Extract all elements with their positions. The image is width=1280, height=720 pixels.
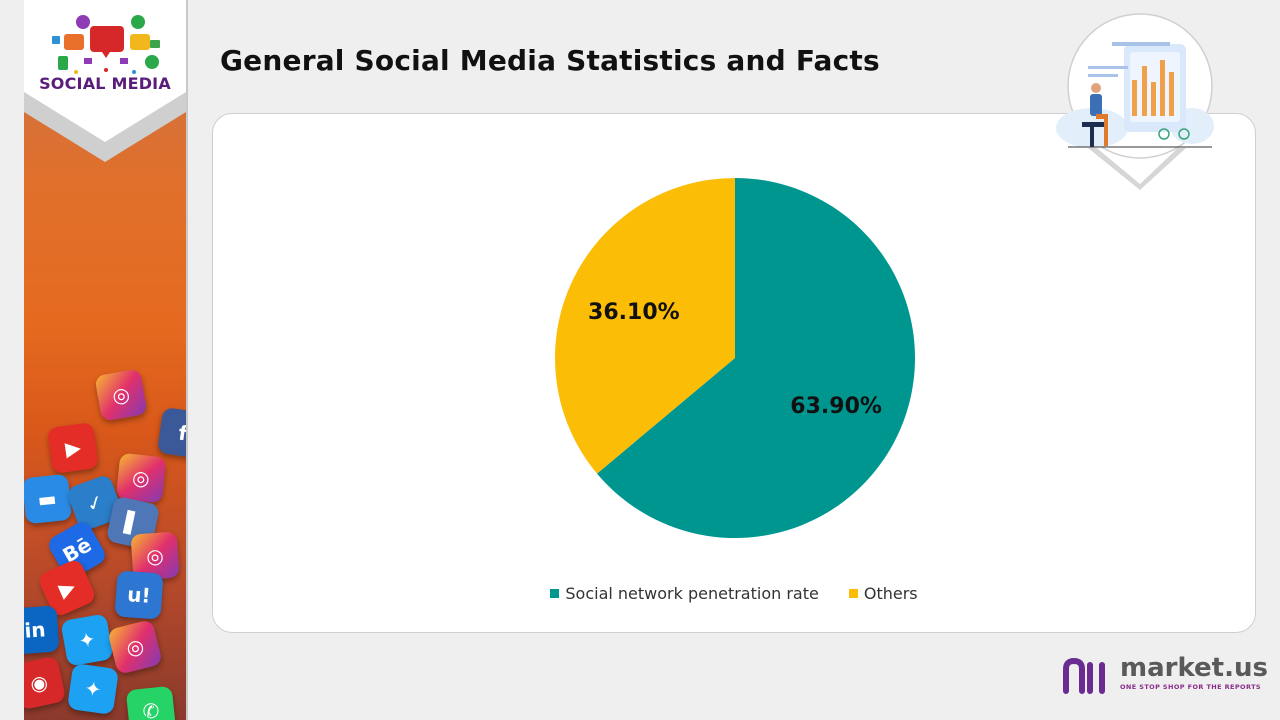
chart-legend: Social network penetration rate Others xyxy=(213,584,1255,603)
legend-swatch xyxy=(550,589,560,598)
left-strip-border xyxy=(186,0,188,720)
legend-label: Others xyxy=(863,584,918,603)
brand-tagline: ONE STOP SHOP FOR THE REPORTS xyxy=(1120,683,1261,691)
chat-bubbles-icon xyxy=(52,15,160,74)
chart-card: 63.90% 36.10% Social network penetration … xyxy=(212,113,1256,633)
legend-item: Others xyxy=(848,584,918,603)
instagram-icon: ◎ xyxy=(94,368,148,422)
whatsapp-icon: ✆ xyxy=(125,685,177,720)
twitter-icon: ✦ xyxy=(67,663,119,715)
legend-swatch xyxy=(848,589,858,598)
left-decor-strip: SOCIAL MEDIA ◎ ▶ f ◎ ▬ ✓ ▌ Bē ◎ ▶ u! in … xyxy=(24,0,186,720)
chat-icon: ▬ xyxy=(24,473,73,525)
youtube-icon: ▶ xyxy=(47,422,99,474)
social-media-logo-panel xyxy=(24,0,186,162)
pie-slice xyxy=(555,178,735,474)
brand-logo: market.us ONE STOP SHOP FOR THE REPORTS xyxy=(1062,653,1268,700)
pie-data-label: 63.90% xyxy=(790,394,882,419)
brand-name: market.us xyxy=(1120,653,1268,683)
page-title: General Social Media Statistics and Fact… xyxy=(220,44,880,77)
instagram-icon: ◎ xyxy=(115,452,167,504)
legend-item: Social network penetration rate xyxy=(550,584,819,603)
market-us-logo-icon xyxy=(1063,657,1105,694)
target-icon: ◉ xyxy=(24,655,67,711)
pie-slice xyxy=(597,178,915,538)
twitter-icon: ✦ xyxy=(60,613,114,667)
logo-title: SOCIAL MEDIA xyxy=(39,74,171,93)
facebook-icon: f xyxy=(157,407,186,459)
ui-icon: u! xyxy=(114,570,164,620)
legend-label: Social network penetration rate xyxy=(565,584,819,603)
pie-chart: 63.90% 36.10% xyxy=(555,178,915,538)
linkedin-icon: in xyxy=(24,605,60,655)
pie-data-label: 36.10% xyxy=(588,300,680,325)
chart-illustration-icon xyxy=(1056,13,1214,190)
instagram-icon: ◎ xyxy=(107,619,163,675)
